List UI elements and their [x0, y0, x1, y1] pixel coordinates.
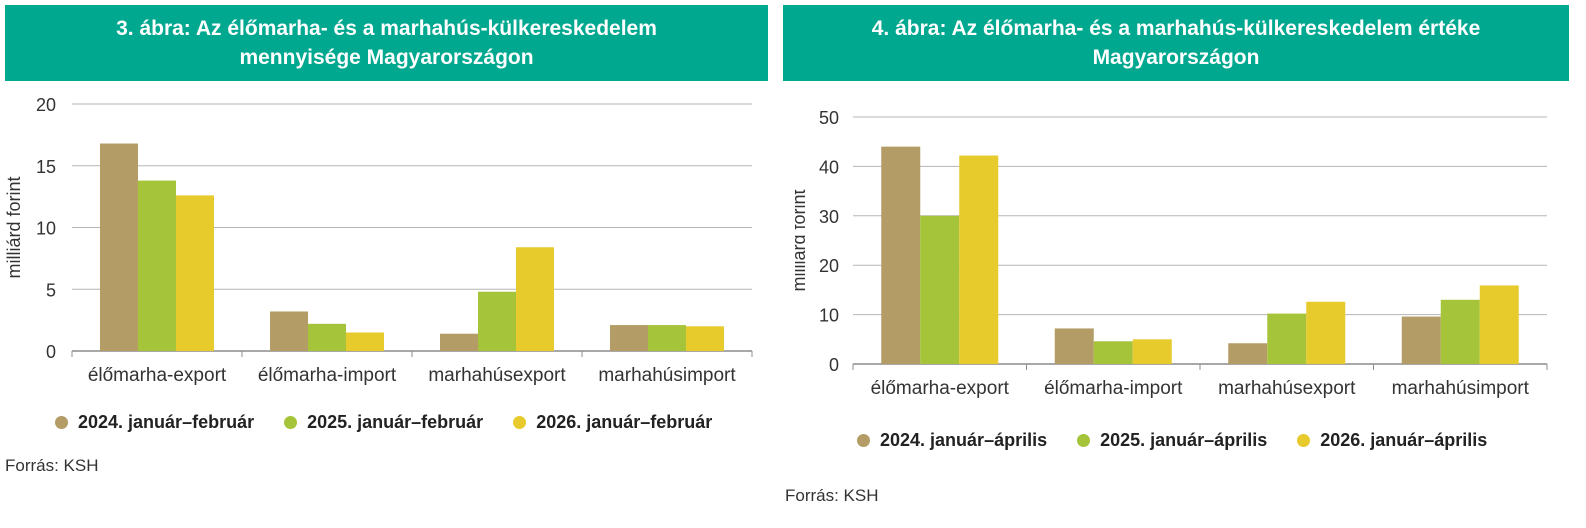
chart-title-bar: 3. ábra: Az élőmarha- és a marhahús-külk… — [5, 5, 768, 81]
bar — [1132, 339, 1172, 364]
bar — [1306, 301, 1346, 364]
bar — [610, 325, 648, 351]
legend-swatch — [513, 416, 527, 429]
bar — [1401, 316, 1441, 364]
chart-panel-4: 4. ábra: Az élőmarha- és a marhahús-külk… — [783, 0, 1586, 528]
legend-item: 2024. január–április — [857, 430, 1047, 451]
chart-title: 3. ábra: Az élőmarha- és a marhahús-külk… — [116, 17, 657, 69]
source-note: Forrás: KSH — [785, 486, 879, 505]
legend-swatch — [1297, 434, 1311, 447]
x-category-label: marhahúsexport — [1218, 378, 1356, 399]
legend-swatch — [1077, 434, 1091, 447]
x-category-label: élőmarha-import — [1044, 378, 1183, 399]
y-tick-label: 40 — [819, 157, 839, 177]
legend-label: 2026. január–február — [536, 412, 713, 432]
chart-title: 4. ábra: Az élőmarha- és a marhahús-külk… — [871, 17, 1481, 69]
source-note: Forrás: KSH — [5, 456, 99, 475]
y-tick-label: 30 — [819, 207, 839, 227]
legend-item: 2026. január–február — [513, 412, 712, 433]
bar — [686, 326, 724, 351]
y-tick-label: 10 — [36, 219, 56, 239]
bar — [346, 332, 384, 351]
legend-item: 2024. január–február — [55, 412, 254, 433]
bar — [1479, 285, 1519, 364]
bar — [176, 195, 214, 351]
bar — [516, 247, 554, 351]
x-category-label: marhahúsimport — [1392, 378, 1530, 399]
legend-swatch — [857, 434, 870, 447]
legend-label: 2026. január–április — [1320, 430, 1488, 450]
x-category-label: élőmarha-export — [871, 378, 1010, 399]
bar — [100, 143, 138, 351]
bar — [881, 146, 921, 364]
bar — [1093, 341, 1133, 364]
legend-item: 2026. január–április — [1297, 430, 1487, 451]
bar — [1054, 328, 1094, 364]
legend-label: 2025. január–február — [307, 412, 484, 432]
legend-swatch — [55, 416, 68, 429]
y-tick-label: 0 — [46, 342, 56, 362]
bar — [959, 155, 999, 364]
bar — [478, 291, 516, 351]
chart-title-bar: 4. ábra: Az élőmarha- és a marhahús-külk… — [783, 5, 1569, 81]
x-category-label: marhahúsexport — [428, 365, 566, 386]
y-tick-label: 20 — [819, 256, 839, 276]
y-tick-label: 15 — [36, 157, 56, 177]
x-category-label: marhahúsimport — [598, 365, 736, 386]
bar — [1267, 313, 1307, 364]
chart-panel-3: 3. ábra: Az élőmarha- és a marhahús-külk… — [0, 0, 780, 528]
bar — [1228, 343, 1268, 364]
bar — [648, 325, 686, 351]
legend-swatch — [284, 416, 298, 429]
bar — [138, 180, 176, 351]
bar-chart-4: 0 10 20 30 40 50 milliárd forint élőmarha-expor… — [795, 108, 1548, 399]
legend-item: 2025. január–április — [1077, 430, 1267, 451]
y-tick-label: 20 — [36, 95, 56, 115]
legend-item: 2025. január–február — [284, 412, 483, 433]
x-category-label: élőmarha-export — [88, 365, 227, 386]
chart-legend: 2024. január–február 2025. január–február… — [55, 412, 742, 433]
y-axis-label: milliárd forint — [795, 189, 809, 291]
y-tick-label: 50 — [819, 108, 839, 128]
bar — [1440, 299, 1480, 364]
y-tick-label: 10 — [819, 306, 839, 326]
bar-chart-3: 0 5 10 15 20 milliárd forint élőmarha-export él… — [4, 95, 753, 386]
x-category-label: élőmarha-import — [258, 365, 397, 386]
bar — [920, 215, 960, 364]
legend-label: 2024. január–április — [880, 430, 1048, 450]
y-tick-label: 5 — [46, 280, 56, 300]
legend-label: 2025. január–április — [1100, 430, 1268, 450]
y-tick-label: 0 — [829, 355, 839, 375]
chart-legend: 2024. január–április 2025. január–április… — [857, 430, 1517, 451]
legend-label: 2024. január–február — [78, 412, 255, 432]
bar — [270, 311, 308, 351]
y-axis-label: milliárd forint — [4, 176, 24, 278]
bar — [308, 323, 346, 351]
bar — [440, 333, 478, 351]
